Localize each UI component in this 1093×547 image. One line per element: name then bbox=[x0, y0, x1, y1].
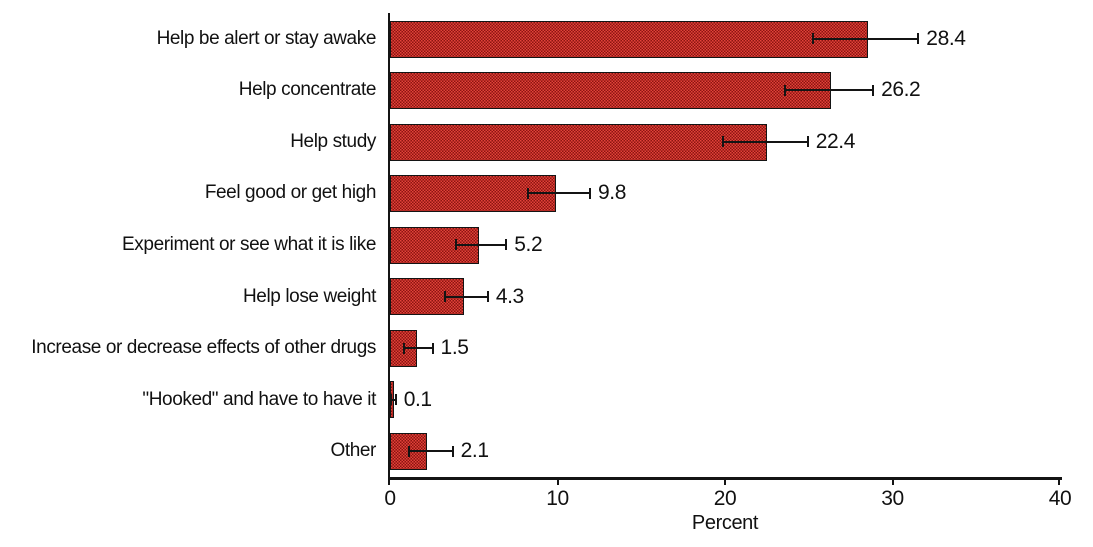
value-label: 4.3 bbox=[495, 284, 524, 308]
category-label: Help lose weight bbox=[242, 285, 376, 307]
error-bar-line bbox=[443, 295, 489, 298]
x-tick-mark bbox=[891, 477, 894, 485]
x-tick-mark bbox=[724, 477, 726, 485]
error-bar-cap-low bbox=[812, 33, 815, 45]
error-bar-line bbox=[721, 140, 809, 143]
error-bar-cap-high bbox=[806, 136, 809, 148]
error-bar-cap-low bbox=[455, 239, 458, 251]
value-label: 28.4 bbox=[926, 26, 966, 50]
value-label: 22.4 bbox=[815, 129, 856, 153]
error-bar-cap-low bbox=[403, 342, 406, 354]
error-bar-cap-high bbox=[589, 187, 591, 199]
error-bar-line bbox=[783, 89, 875, 92]
x-axis-title: Percent bbox=[691, 512, 759, 534]
x-tick-mark bbox=[1058, 477, 1060, 485]
error-bar-cap-high bbox=[917, 33, 920, 45]
error-bar-cap-high bbox=[431, 342, 434, 354]
value-label: 5.2 bbox=[514, 232, 543, 256]
error-bar-cap-high bbox=[872, 84, 875, 96]
error-bar-line bbox=[527, 192, 591, 195]
error-bar-cap-low bbox=[783, 84, 786, 96]
bar-row: Help be alert or stay awake 28.4 bbox=[0, 13, 1093, 65]
category-label: Help be alert or stay awake bbox=[156, 27, 377, 49]
error-bar-cap-low bbox=[721, 136, 724, 148]
x-tick-label: 20 bbox=[713, 487, 737, 510]
bar-rows: Help be alert or stay awake 28.4 Help conc… bbox=[0, 13, 1093, 477]
error-bar-cap-low bbox=[408, 445, 411, 457]
y-axis-line bbox=[388, 13, 390, 485]
x-tick-mark bbox=[556, 477, 559, 485]
value-label: 0.1 bbox=[403, 387, 432, 411]
x-tick-label: 0 bbox=[384, 487, 396, 510]
error-bar-line bbox=[408, 450, 454, 453]
value-label: 26.2 bbox=[881, 78, 921, 102]
category-label: Increase or decrease effects of other dr… bbox=[31, 337, 376, 359]
value-label: 9.8 bbox=[598, 181, 626, 205]
error-bar-cap-high bbox=[394, 394, 397, 406]
error-bar-cap-low bbox=[443, 291, 446, 303]
x-tick-label: 40 bbox=[1048, 487, 1072, 510]
x-tick-label: 10 bbox=[546, 487, 569, 510]
bar-row: Other 2.1 bbox=[0, 425, 1093, 477]
bar-row: "Hooked" and have to have it 0.1 bbox=[0, 374, 1093, 426]
value-label: 2.1 bbox=[460, 439, 489, 463]
error-bar-cap-high bbox=[486, 291, 489, 303]
error-bar-cap-low bbox=[527, 187, 530, 199]
error-bar-line bbox=[455, 243, 508, 246]
bar bbox=[390, 123, 768, 161]
error-bar-cap-low bbox=[390, 394, 392, 406]
category-label: Help study bbox=[290, 130, 376, 152]
bar bbox=[390, 72, 831, 110]
bar-row: Help study 22.4 bbox=[0, 116, 1093, 168]
error-bar-line bbox=[403, 347, 434, 350]
error-bar-cap-high bbox=[505, 239, 508, 251]
x-tick-mark bbox=[388, 477, 390, 485]
category-label: Help concentrate bbox=[238, 79, 377, 101]
category-label: Other bbox=[330, 440, 376, 462]
bar-row: Experiment or see what it is like 5.2 bbox=[0, 219, 1093, 271]
category-label: "Hooked" and have to have it bbox=[142, 388, 376, 410]
bar-row: Feel good or get high 9.8 bbox=[0, 168, 1093, 220]
bar-row: Help concentrate 26.2 bbox=[0, 65, 1093, 117]
x-tick-label: 30 bbox=[881, 487, 904, 510]
category-label: Feel good or get high bbox=[204, 182, 377, 204]
bar bbox=[390, 20, 868, 58]
bar-row: Help lose weight 4.3 bbox=[0, 271, 1093, 323]
error-bar-line bbox=[812, 37, 920, 40]
value-label: 1.5 bbox=[440, 336, 469, 360]
bar-row: Increase or decrease effects of other dr… bbox=[0, 322, 1093, 374]
category-label: Experiment or see what it is like bbox=[122, 233, 376, 255]
error-bar-line bbox=[390, 398, 397, 401]
error-bar-cap-high bbox=[451, 445, 454, 457]
